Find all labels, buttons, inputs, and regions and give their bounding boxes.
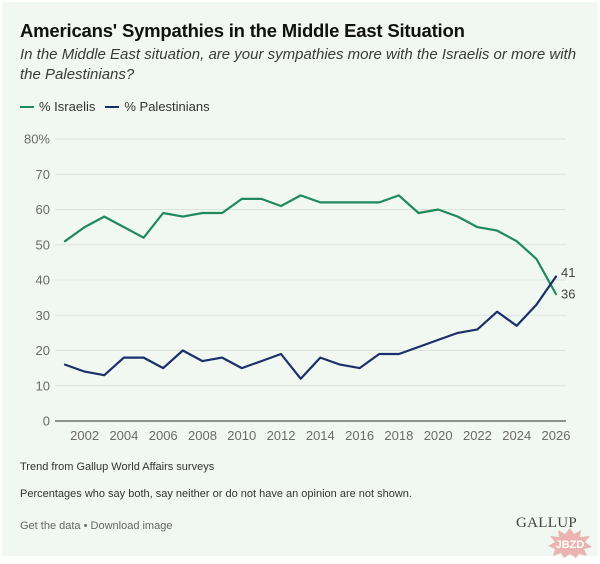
x-tick-label: 2014: [306, 428, 335, 443]
legend: % Israelis % Palestinians: [20, 99, 220, 114]
download-image-link[interactable]: Download image: [90, 520, 173, 532]
y-tick-label: 10: [36, 378, 50, 393]
y-tick-label: 30: [36, 308, 50, 323]
chart-title: Americans' Sympathies in the Middle East…: [20, 20, 465, 41]
x-tick-label: 2024: [502, 428, 531, 443]
chart-card: [2, 2, 598, 556]
footer-links: Get the data • Download image: [20, 520, 172, 532]
legend-label-israelis: % Israelis: [39, 99, 96, 114]
chart-subtitle: In the Middle East situation, are your s…: [20, 46, 577, 83]
source-note: Trend from Gallup World Affairs surveys: [20, 461, 215, 473]
get-data-link[interactable]: Get the data: [20, 520, 81, 532]
x-tick-label: 2010: [227, 428, 256, 443]
x-tick-label: 2026: [542, 428, 571, 443]
x-tick-label: 2006: [149, 428, 178, 443]
x-tick-label: 2022: [463, 428, 492, 443]
x-axis-ticks: 2002 2004 2006 2008 2010 2012 2014 2016 2018 2020…: [70, 428, 570, 443]
x-tick-label: 2016: [345, 428, 374, 443]
series-lines: [63, 194, 558, 380]
link-separator: •: [80, 520, 91, 532]
y-tick-label: 80%: [24, 132, 50, 147]
legend-swatch-palestinians: [105, 105, 120, 108]
legend-label-palestinians: % Palestinians: [124, 99, 210, 114]
end-label-palestinians: 41: [561, 265, 575, 280]
y-tick-label: 20: [36, 343, 50, 358]
x-tick-label: 2020: [424, 428, 453, 443]
y-tick-label: 70: [36, 167, 50, 182]
gallup-logo: GALLUP: [516, 515, 577, 531]
watermark-text: JBZD: [556, 539, 585, 551]
x-tick-label: 2008: [188, 428, 217, 443]
x-tick-label: 2018: [384, 428, 413, 443]
y-tick-label: 0: [43, 414, 50, 429]
footnote: Percentages who say both, say neither or…: [20, 488, 412, 500]
y-axis-ticks: 0 10 20 30 40 50 60 70 80%: [24, 132, 50, 429]
x-tick-label: 2012: [267, 428, 296, 443]
end-label-israelis: 36: [561, 287, 575, 302]
watermark-burst-icon: [548, 528, 592, 558]
legend-swatch-israelis: [20, 105, 34, 108]
legend-item-israelis: % Israelis: [20, 99, 95, 114]
jbzd-watermark: JBZD: [548, 528, 592, 558]
x-tick-label: 2004: [109, 428, 138, 443]
y-tick-label: 40: [36, 273, 50, 288]
x-tick-label: 2002: [70, 428, 99, 443]
gridlines: [55, 138, 566, 422]
series-line-israelis: [63, 194, 558, 296]
y-tick-label: 50: [36, 237, 50, 252]
series-line-palestinians: [63, 275, 558, 380]
y-tick-label: 60: [36, 202, 50, 217]
legend-item-palestinians: % Palestinians: [105, 99, 210, 114]
